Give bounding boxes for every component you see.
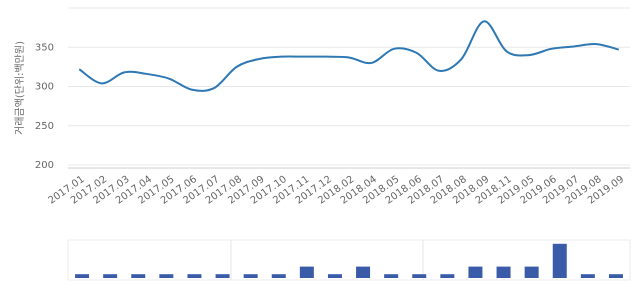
volume-bar [468,266,483,278]
volume-bar [75,274,90,278]
y-tick-label: 350 [35,42,54,53]
volume-bar [524,266,539,278]
price-line [78,20,620,92]
y-tick-label: 250 [35,121,54,132]
volume-bar [496,266,511,278]
volume-bar [412,274,427,278]
volume-bar [440,274,455,278]
volume-bar [608,274,623,278]
volume-bar [243,274,258,278]
y-tick-label: 300 [35,82,54,93]
volume-bar [159,274,174,278]
volume-bar [299,266,314,278]
volume-bar [327,274,342,278]
y-axis-label: 거래금액(단위:백만원) [13,41,26,135]
volume-bar [384,274,399,278]
volume-frame [67,239,631,281]
volume-bar [215,274,230,278]
volume-bar [187,274,202,278]
volume-bar [552,243,567,278]
volume-bar [580,274,595,278]
volume-bar [356,266,371,278]
volume-bar [131,274,146,278]
volume-bar [271,274,286,278]
volume-bar [103,274,118,278]
y-tick-label: 200 [35,160,54,171]
